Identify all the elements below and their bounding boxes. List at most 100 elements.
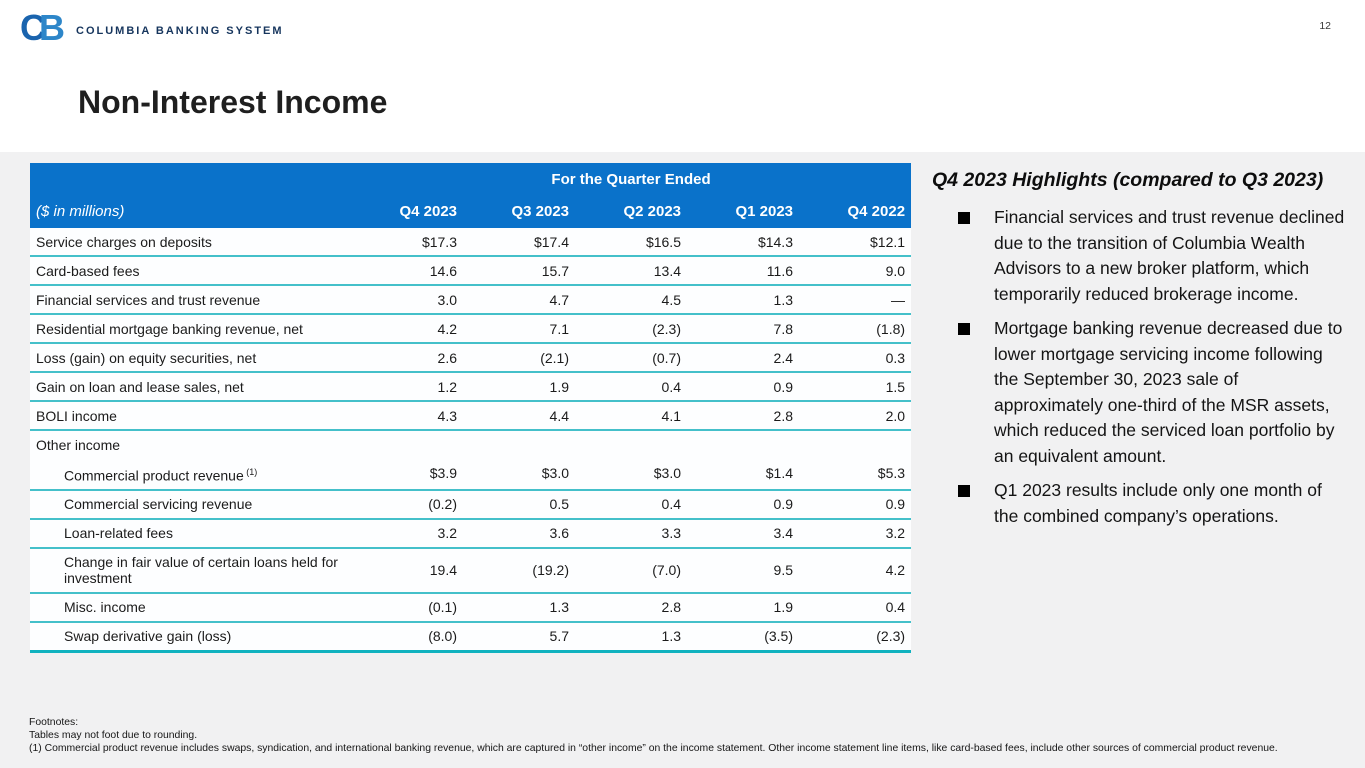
cell-value: 2.0 (885, 407, 906, 424)
table-row: Financial services and trust revenue 3.0 4… (30, 285, 912, 314)
cell-value: 0.4 (885, 599, 906, 616)
cell-value: $12.1 (870, 233, 906, 250)
cell-value: 7.1 (549, 320, 569, 337)
cell-value: 4.3 (437, 407, 457, 424)
table-row: Change in fair value of certain loans he… (30, 547, 912, 593)
row-label: Other income (36, 436, 121, 453)
table-row: Card-based fees 14.6 15.7 13.4 11.6 9.0 (30, 256, 912, 285)
cell-value: 11.6 (766, 262, 793, 279)
cell-value: 7.8 (773, 320, 793, 337)
cell-value: 1.9 (773, 599, 793, 616)
cell-value: 3.3 (661, 525, 681, 542)
highlight-bullet: Mortgage banking revenue decreased due t… (932, 316, 1356, 469)
cell-value: 2.4 (773, 349, 793, 366)
cell-value: 0.5 (549, 496, 569, 513)
cell-value: 3.4 (773, 525, 793, 542)
cell-value: (2.1) (540, 349, 569, 366)
footnotes: Footnotes: Tables may not foot due to ro… (29, 716, 1359, 755)
cb-monogram-icon: CB (20, 7, 65, 48)
table-row: Loan-related fees 3.2 3.6 3.3 3.4 3.2 (30, 518, 912, 548)
highlights-list: Financial services and trust revenue dec… (932, 205, 1356, 529)
cell-value: $3.0 (541, 465, 569, 482)
header-spacer (30, 163, 351, 195)
cell-value: 3.6 (549, 525, 569, 542)
cell-value: 3.2 (885, 525, 906, 542)
cell-value: 5.7 (549, 628, 569, 645)
row-label: Change in fair value of certain loans he… (64, 554, 338, 587)
footnotes-heading: Footnotes: (29, 717, 79, 728)
table-body: Service charges on deposits $17.3 $17.4 $16… (30, 228, 912, 652)
cell-value: 4.2 (885, 562, 906, 579)
cell-value: (2.3) (652, 320, 681, 337)
table-row: Swap derivative gain (loss) (8.0) 5.7 1.3 (3… (30, 621, 912, 652)
cell-value: 3.2 (437, 525, 457, 542)
row-label: BOLI income (36, 407, 117, 424)
cell-value: 2.6 (437, 349, 457, 366)
bullet-square-icon (958, 212, 970, 224)
bullet-text: Q1 2023 results include only one month o… (994, 480, 1322, 526)
column-header-row: ($ in millions) Q4 2023 Q3 2023 Q2 2023 … (30, 195, 912, 228)
cell-value: 4.1 (661, 407, 681, 424)
row-label: Misc. income (64, 599, 146, 616)
cell-value (687, 430, 799, 458)
cell-value: 0.4 (661, 496, 681, 513)
cell-value: 1.3 (661, 628, 681, 645)
row-label: Financial services and trust revenue (36, 291, 261, 308)
cell-value: $5.3 (877, 465, 906, 482)
col-header-q4-2022: Q4 2022 (799, 195, 912, 228)
quarter-span-row: For the Quarter Ended (30, 163, 912, 195)
table-row: Commercial product revenue (1) $3.9 $3.0 $3… (30, 458, 912, 490)
cell-value: 1.9 (549, 378, 569, 395)
cell-value: (0.2) (428, 496, 457, 513)
row-label: Loss (gain) on equity securities, net (36, 349, 257, 366)
cell-value: 2.8 (661, 599, 681, 616)
slide-title: Non-Interest Income (78, 84, 388, 120)
col-header-q3-2023: Q3 2023 (463, 195, 575, 228)
cell-value: 15.7 (541, 262, 569, 279)
cell-value (799, 430, 911, 458)
cell-value: 1.2 (437, 378, 457, 395)
cell-value: $16.5 (645, 233, 681, 250)
cb-logo: CB COLUMBIA BANKING SYSTEM (20, 8, 284, 48)
highlights-title: Q4 2023 Highlights (compared to Q3 2023) (932, 169, 1324, 191)
bullet-text: Mortgage banking revenue decreased due t… (994, 318, 1343, 466)
cell-value (463, 430, 575, 458)
cell-value: 4.4 (549, 407, 569, 424)
row-label: Commercial product revenue (1) (64, 466, 258, 484)
cell-value (575, 430, 687, 458)
cell-value: 0.3 (885, 349, 906, 366)
cell-value: 0.9 (773, 496, 793, 513)
cell-value: 4.7 (549, 291, 569, 308)
table-row: Residential mortgage banking revenue, ne… (30, 314, 912, 343)
col-header-q2-2023: Q2 2023 (575, 195, 687, 228)
cell-value: (3.5) (764, 628, 793, 645)
cell-value: 9.5 (773, 562, 793, 579)
footnote-marker: (1) (243, 466, 258, 477)
table-row: Misc. income (0.1) 1.3 2.8 1.9 0.4 (30, 592, 912, 622)
brand-name: COLUMBIA BANKING SYSTEM (76, 25, 284, 37)
cell-value: 0.4 (661, 378, 681, 395)
cell-value: 3.0 (437, 291, 457, 308)
cell-value: 0.9 (885, 496, 906, 513)
cell-value: (0.7) (652, 349, 681, 366)
cell-value: (2.3) (876, 628, 906, 645)
highlights-panel: Q4 2023 Highlights (compared to Q3 2023)… (932, 169, 1356, 538)
row-label: Loan-related fees (64, 525, 173, 542)
cell-value: 4.5 (661, 291, 681, 308)
footnote-lines: Tables may not foot due to rounding. (1) … (29, 729, 1359, 755)
cell-value: 2.8 (773, 407, 793, 424)
cell-value: 19.4 (429, 562, 457, 579)
bullet-square-icon (958, 485, 970, 497)
logo-letter-c: C (20, 7, 46, 48)
cell-value: 1.5 (885, 378, 906, 395)
cell-value: $17.4 (533, 233, 569, 250)
row-label: Residential mortgage banking revenue, ne… (36, 320, 303, 337)
non-interest-income-table: For the Quarter Ended ($ in millions) Q4… (30, 163, 912, 653)
footnote-line: Tables may not foot due to rounding. (29, 730, 198, 741)
cell-value: $3.0 (653, 465, 681, 482)
section-row: Other income (30, 430, 912, 458)
cell-value: — (891, 291, 906, 308)
table-header: For the Quarter Ended ($ in millions) Q4… (30, 163, 912, 228)
row-label: Service charges on deposits (36, 233, 212, 250)
highlight-bullet: Financial services and trust revenue dec… (932, 205, 1356, 307)
